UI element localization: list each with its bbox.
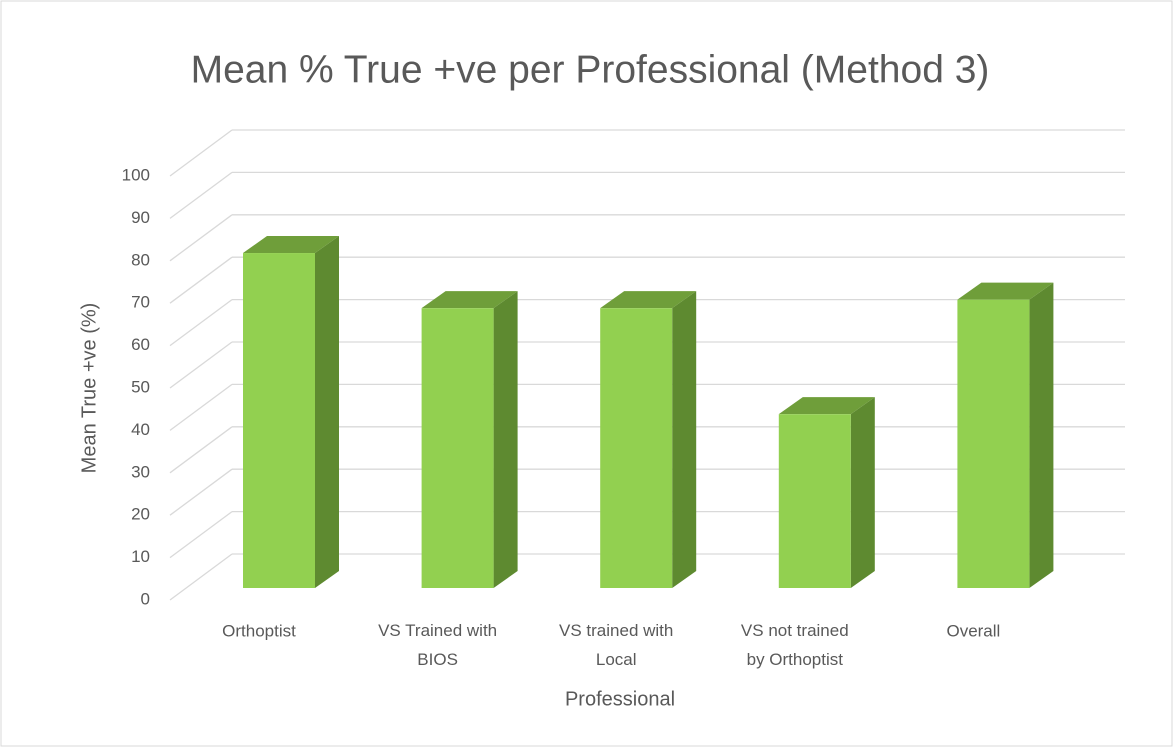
y-tick-label: 50 xyxy=(131,377,150,396)
x-tick-label-line: Local xyxy=(596,650,637,669)
x-tick-label: VS Trained with BIOS xyxy=(378,621,497,669)
bar-top xyxy=(957,282,1054,300)
bar xyxy=(600,308,673,588)
x-tick-label-line: VS Trained with xyxy=(378,621,497,640)
y-tick-label: 30 xyxy=(131,462,150,481)
bar-top xyxy=(778,397,875,415)
bar-side xyxy=(1029,282,1054,588)
x-tick-label: VS not trained by Orthoptist xyxy=(741,621,849,669)
grid-line-side xyxy=(169,426,233,474)
y-tick-label: 0 xyxy=(141,589,150,608)
grid-line-side xyxy=(169,383,233,431)
y-axis-label: Mean True +ve (%) xyxy=(78,303,100,474)
bar xyxy=(778,414,851,588)
chart-title: Mean % True +ve per Professional (Method… xyxy=(191,48,990,91)
bar-side xyxy=(850,397,875,588)
bar-side xyxy=(493,291,518,588)
x-tick-label: Overall xyxy=(946,621,1000,640)
grid-line-side xyxy=(169,214,233,262)
y-tick-label: 40 xyxy=(131,420,150,439)
grid-line-side xyxy=(169,511,233,559)
y-tick-label: 90 xyxy=(131,208,150,227)
bar-side xyxy=(315,236,339,589)
x-tick-label-line: BIOS xyxy=(417,650,458,669)
y-tick-label: 100 xyxy=(122,165,150,184)
x-tick-label-line: VS trained with xyxy=(559,621,673,640)
bar xyxy=(957,299,1030,588)
bar-top xyxy=(600,291,697,309)
y-tick-label: 60 xyxy=(131,335,150,354)
bar xyxy=(421,308,494,588)
bar xyxy=(243,253,315,589)
grid-line-side xyxy=(169,341,233,389)
x-tick-label-line: VS not trained xyxy=(741,621,849,640)
bar-top xyxy=(421,291,518,309)
y-tick-label: 70 xyxy=(131,293,150,312)
x-tick-label: VS trained with Local xyxy=(559,621,673,669)
x-axis-label: Professional xyxy=(565,688,675,710)
grid-line-side xyxy=(169,553,233,601)
y-tick-label: 10 xyxy=(131,547,150,566)
x-tick-label-line: by Orthoptist xyxy=(747,650,844,669)
x-tick-label: Orthoptist xyxy=(222,621,296,640)
y-tick-label: 20 xyxy=(131,505,150,524)
bar-side xyxy=(672,291,697,588)
grid-line-side xyxy=(169,299,233,347)
grid-line-side xyxy=(169,129,233,177)
y-tick-label: 80 xyxy=(131,250,150,269)
grid-line-side xyxy=(169,256,233,304)
bar-top xyxy=(243,236,339,254)
grid-line-side xyxy=(169,171,233,219)
grid-line-side xyxy=(169,468,233,516)
